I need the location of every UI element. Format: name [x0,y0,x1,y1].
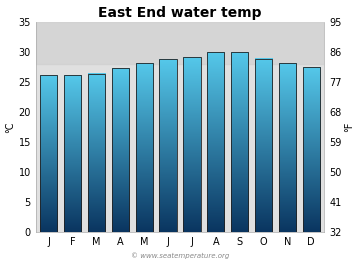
Title: East End water temp: East End water temp [98,5,262,19]
Bar [231,52,248,232]
Bar [112,68,129,232]
Bar [136,63,153,232]
Y-axis label: °F: °F [345,122,355,132]
Bar [88,74,105,232]
Y-axis label: °C: °C [5,121,15,133]
Text: © www.seatemperature.org: © www.seatemperature.org [131,252,229,259]
Bar [36,22,324,64]
Bar [64,75,81,232]
Bar [207,52,224,232]
Bar [279,63,296,232]
Bar [159,59,177,232]
Bar [255,59,272,232]
Bar [40,75,57,232]
Bar [303,67,320,232]
Bar [183,57,201,232]
